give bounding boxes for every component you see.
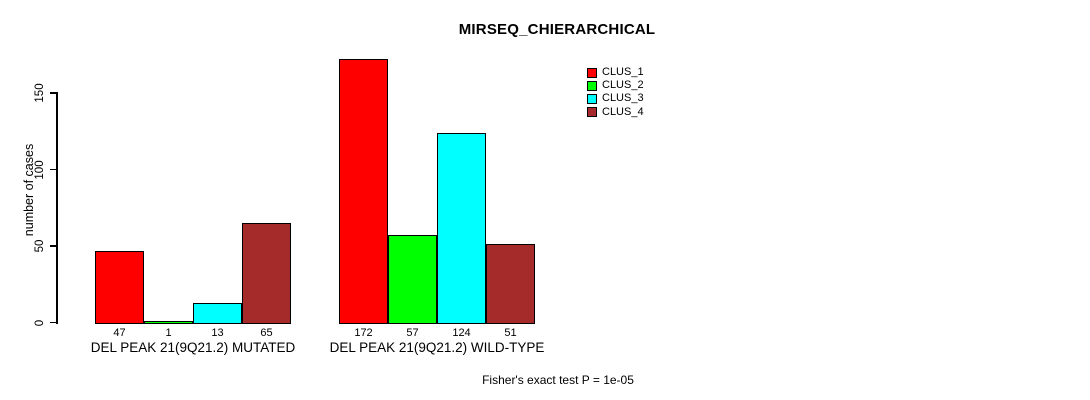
y-tick-mark [49, 92, 57, 94]
category-label: DEL PEAK 21(9Q21.2) WILD-TYPE [329, 340, 545, 355]
bar-value-label: 13 [211, 327, 224, 339]
annotation-text: Fisher's exact test P = 1e-05 [482, 373, 634, 387]
y-tick-label: 50 [34, 239, 46, 253]
y-tick-mark [49, 321, 57, 324]
legend-swatch-icon [587, 67, 597, 78]
legend: CLUS_1 CLUS_2 CLUS_3 CLUS_4 [587, 66, 644, 119]
bar-value-label: 51 [504, 327, 517, 339]
legend-item: CLUS_1 [587, 66, 644, 79]
bar-clus_4 [486, 244, 535, 324]
bar-value-label: 124 [452, 327, 471, 339]
y-tick-label: 100 [34, 159, 46, 180]
bar-value-label: 172 [354, 327, 373, 339]
legend-item: CLUS_4 [587, 106, 644, 119]
bar-clus_1 [95, 250, 144, 324]
legend-item: CLUS_2 [587, 79, 644, 92]
legend-swatch-icon [587, 93, 597, 104]
bar-clus_2 [144, 320, 193, 324]
chart-title: MIRSEQ_CHIERARCHICAL [458, 21, 656, 38]
bar-clus_3 [437, 132, 486, 324]
y-tick-label: 150 [34, 83, 46, 103]
y-tick-mark [49, 168, 57, 171]
legend-swatch-icon [587, 80, 597, 91]
bar-clus_4 [242, 223, 291, 324]
bar-value-label: 57 [406, 327, 419, 339]
legend-label: CLUS_3 [602, 92, 644, 105]
bar-clus_2 [388, 235, 437, 324]
legend-label: CLUS_2 [602, 79, 644, 92]
bar-clus_3 [193, 302, 242, 324]
legend-item: CLUS_3 [587, 92, 644, 105]
legend-label: CLUS_1 [602, 66, 644, 79]
y-tick-label: 0 [34, 319, 46, 326]
bar-value-label: 65 [260, 327, 273, 339]
bar-clus_1 [339, 59, 388, 324]
category-label: DEL PEAK 21(9Q21.2) MUTATED [90, 340, 296, 355]
legend-swatch-icon [587, 107, 597, 118]
bar-value-label: 1 [165, 327, 172, 339]
y-axis-line [56, 92, 58, 324]
y-axis-label: number of cases [22, 143, 36, 237]
bar-value-label: 47 [113, 327, 126, 339]
y-tick-mark [49, 245, 57, 247]
legend-label: CLUS_4 [602, 105, 644, 118]
